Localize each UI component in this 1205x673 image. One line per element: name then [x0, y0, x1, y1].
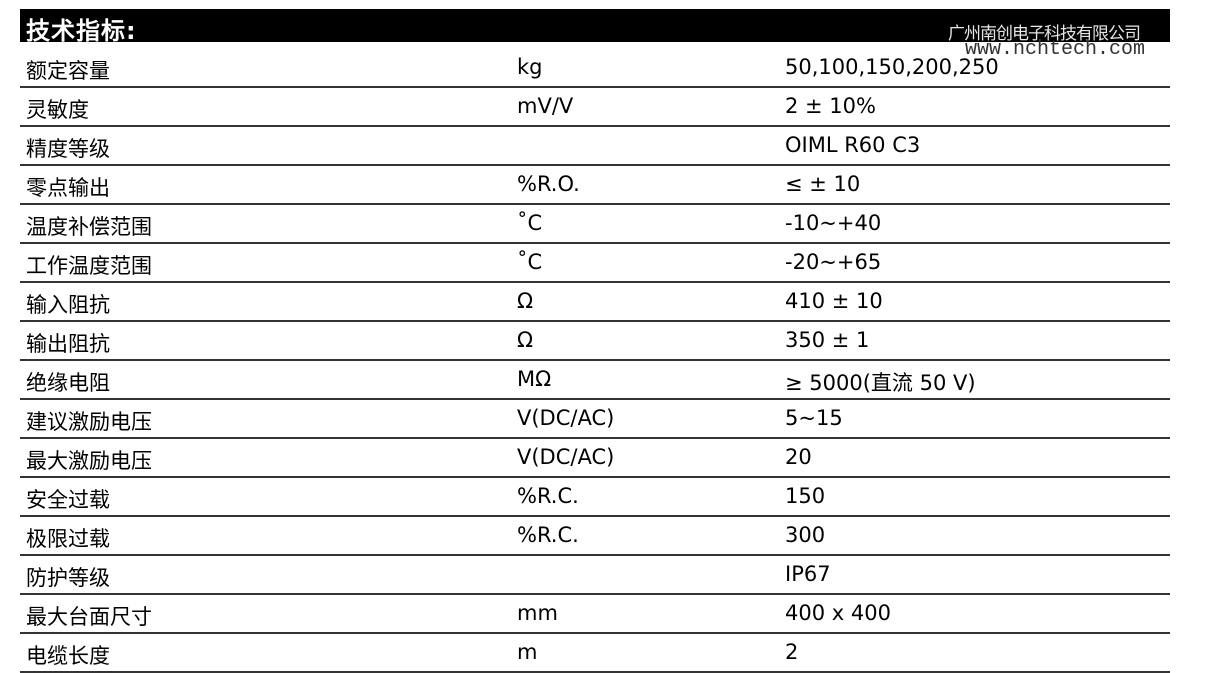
table-row: 最大激励电压 V(DC/AC) 20 — [20, 439, 1170, 478]
watermark-company: 广州南创电子科技有限公司 — [948, 24, 1141, 44]
param-unit: V(DC/AC) — [517, 445, 615, 469]
param-name: 额定容量 — [26, 59, 110, 83]
param-name: 最大台面尺寸 — [26, 605, 152, 629]
table-row: 绝缘电阻 MΩ ≥ 5000(直流 50 V) — [20, 361, 1170, 400]
param-name: 输出阻抗 — [26, 332, 110, 356]
table-row: 输出阻抗 Ω 350 ± 1 — [20, 322, 1170, 361]
param-unit: ˚C — [517, 250, 543, 274]
param-value: IP67 — [785, 562, 831, 586]
param-value: 300 — [785, 523, 826, 547]
param-value: 2 ± 10% — [785, 94, 876, 118]
param-unit: V(DC/AC) — [517, 406, 615, 430]
param-name: 最大激励电压 — [26, 449, 152, 473]
param-name: 温度补偿范围 — [26, 215, 152, 239]
param-value: 350 ± 1 — [785, 328, 870, 352]
param-unit: %R.O. — [517, 172, 580, 196]
param-unit: %R.C. — [517, 484, 579, 508]
param-unit: mV/V — [517, 94, 574, 118]
param-unit: m — [517, 640, 538, 664]
table-row: 建议激励电压 V(DC/AC) 5~15 — [20, 400, 1170, 439]
param-name: 零点输出 — [26, 176, 110, 200]
param-name: 灵敏度 — [26, 98, 89, 122]
table-row: 输入阻抗 Ω 410 ± 10 — [20, 283, 1170, 322]
param-unit: MΩ — [517, 367, 552, 391]
param-name: 工作温度范围 — [26, 254, 152, 278]
param-value: 5~15 — [785, 406, 843, 430]
section-header: 技术指标: 广州南创电子科技有限公司 — [20, 9, 1170, 45]
param-value: ≤ ± 10 — [785, 172, 861, 196]
table-row: 最大台面尺寸 mm 400 x 400 — [20, 595, 1170, 634]
param-unit: kg — [517, 55, 543, 79]
section-title: 技术指标: — [26, 17, 137, 45]
param-unit: mm — [517, 601, 558, 625]
param-name: 输入阻抗 — [26, 293, 110, 317]
param-name: 极限过载 — [26, 527, 110, 551]
spec-table: 额定容量 kg 50,100,150,200,250 灵敏度 mV/V 2 ± 10% 精度… — [20, 49, 1170, 673]
param-value: 50,100,150,200,250 — [785, 55, 999, 79]
param-value: 410 ± 10 — [785, 289, 883, 313]
table-row: 零点输出 %R.O. ≤ ± 10 — [20, 166, 1170, 205]
param-unit: ˚C — [517, 211, 543, 235]
param-name: 电缆长度 — [26, 644, 110, 668]
table-row: 防护等级 IP67 — [20, 556, 1170, 595]
param-value: 20 — [785, 445, 812, 469]
table-row: 极限过载 %R.C. 300 — [20, 517, 1170, 556]
table-row: 工作温度范围 ˚C -20~+65 — [20, 244, 1170, 283]
param-value: OIML R60 C3 — [785, 133, 921, 157]
param-value: 150 — [785, 484, 826, 508]
table-row: 安全过载 %R.C. 150 — [20, 478, 1170, 517]
param-name: 精度等级 — [26, 137, 110, 161]
table-row: 灵敏度 mV/V 2 ± 10% — [20, 88, 1170, 127]
table-row: 电缆长度 m 2 — [20, 634, 1170, 673]
param-name: 防护等级 — [26, 566, 110, 590]
param-value: ≥ 5000(直流 50 V) — [785, 371, 976, 395]
param-name: 建议激励电压 — [26, 410, 152, 434]
param-value: -10~+40 — [785, 211, 882, 235]
param-value: 2 — [785, 640, 799, 664]
table-row: 温度补偿范围 ˚C -10~+40 — [20, 205, 1170, 244]
param-name: 绝缘电阻 — [26, 371, 110, 395]
param-unit: Ω — [517, 289, 534, 313]
table-row: 精度等级 OIML R60 C3 — [20, 127, 1170, 166]
param-value: -20~+65 — [785, 250, 882, 274]
param-value: 400 x 400 — [785, 601, 891, 625]
param-name: 安全过载 — [26, 488, 110, 512]
param-unit: Ω — [517, 328, 534, 352]
param-unit: %R.C. — [517, 523, 579, 547]
watermark-url: www.nchtech.com — [965, 38, 1146, 61]
table-row: 额定容量 kg 50,100,150,200,250 — [20, 49, 1170, 88]
